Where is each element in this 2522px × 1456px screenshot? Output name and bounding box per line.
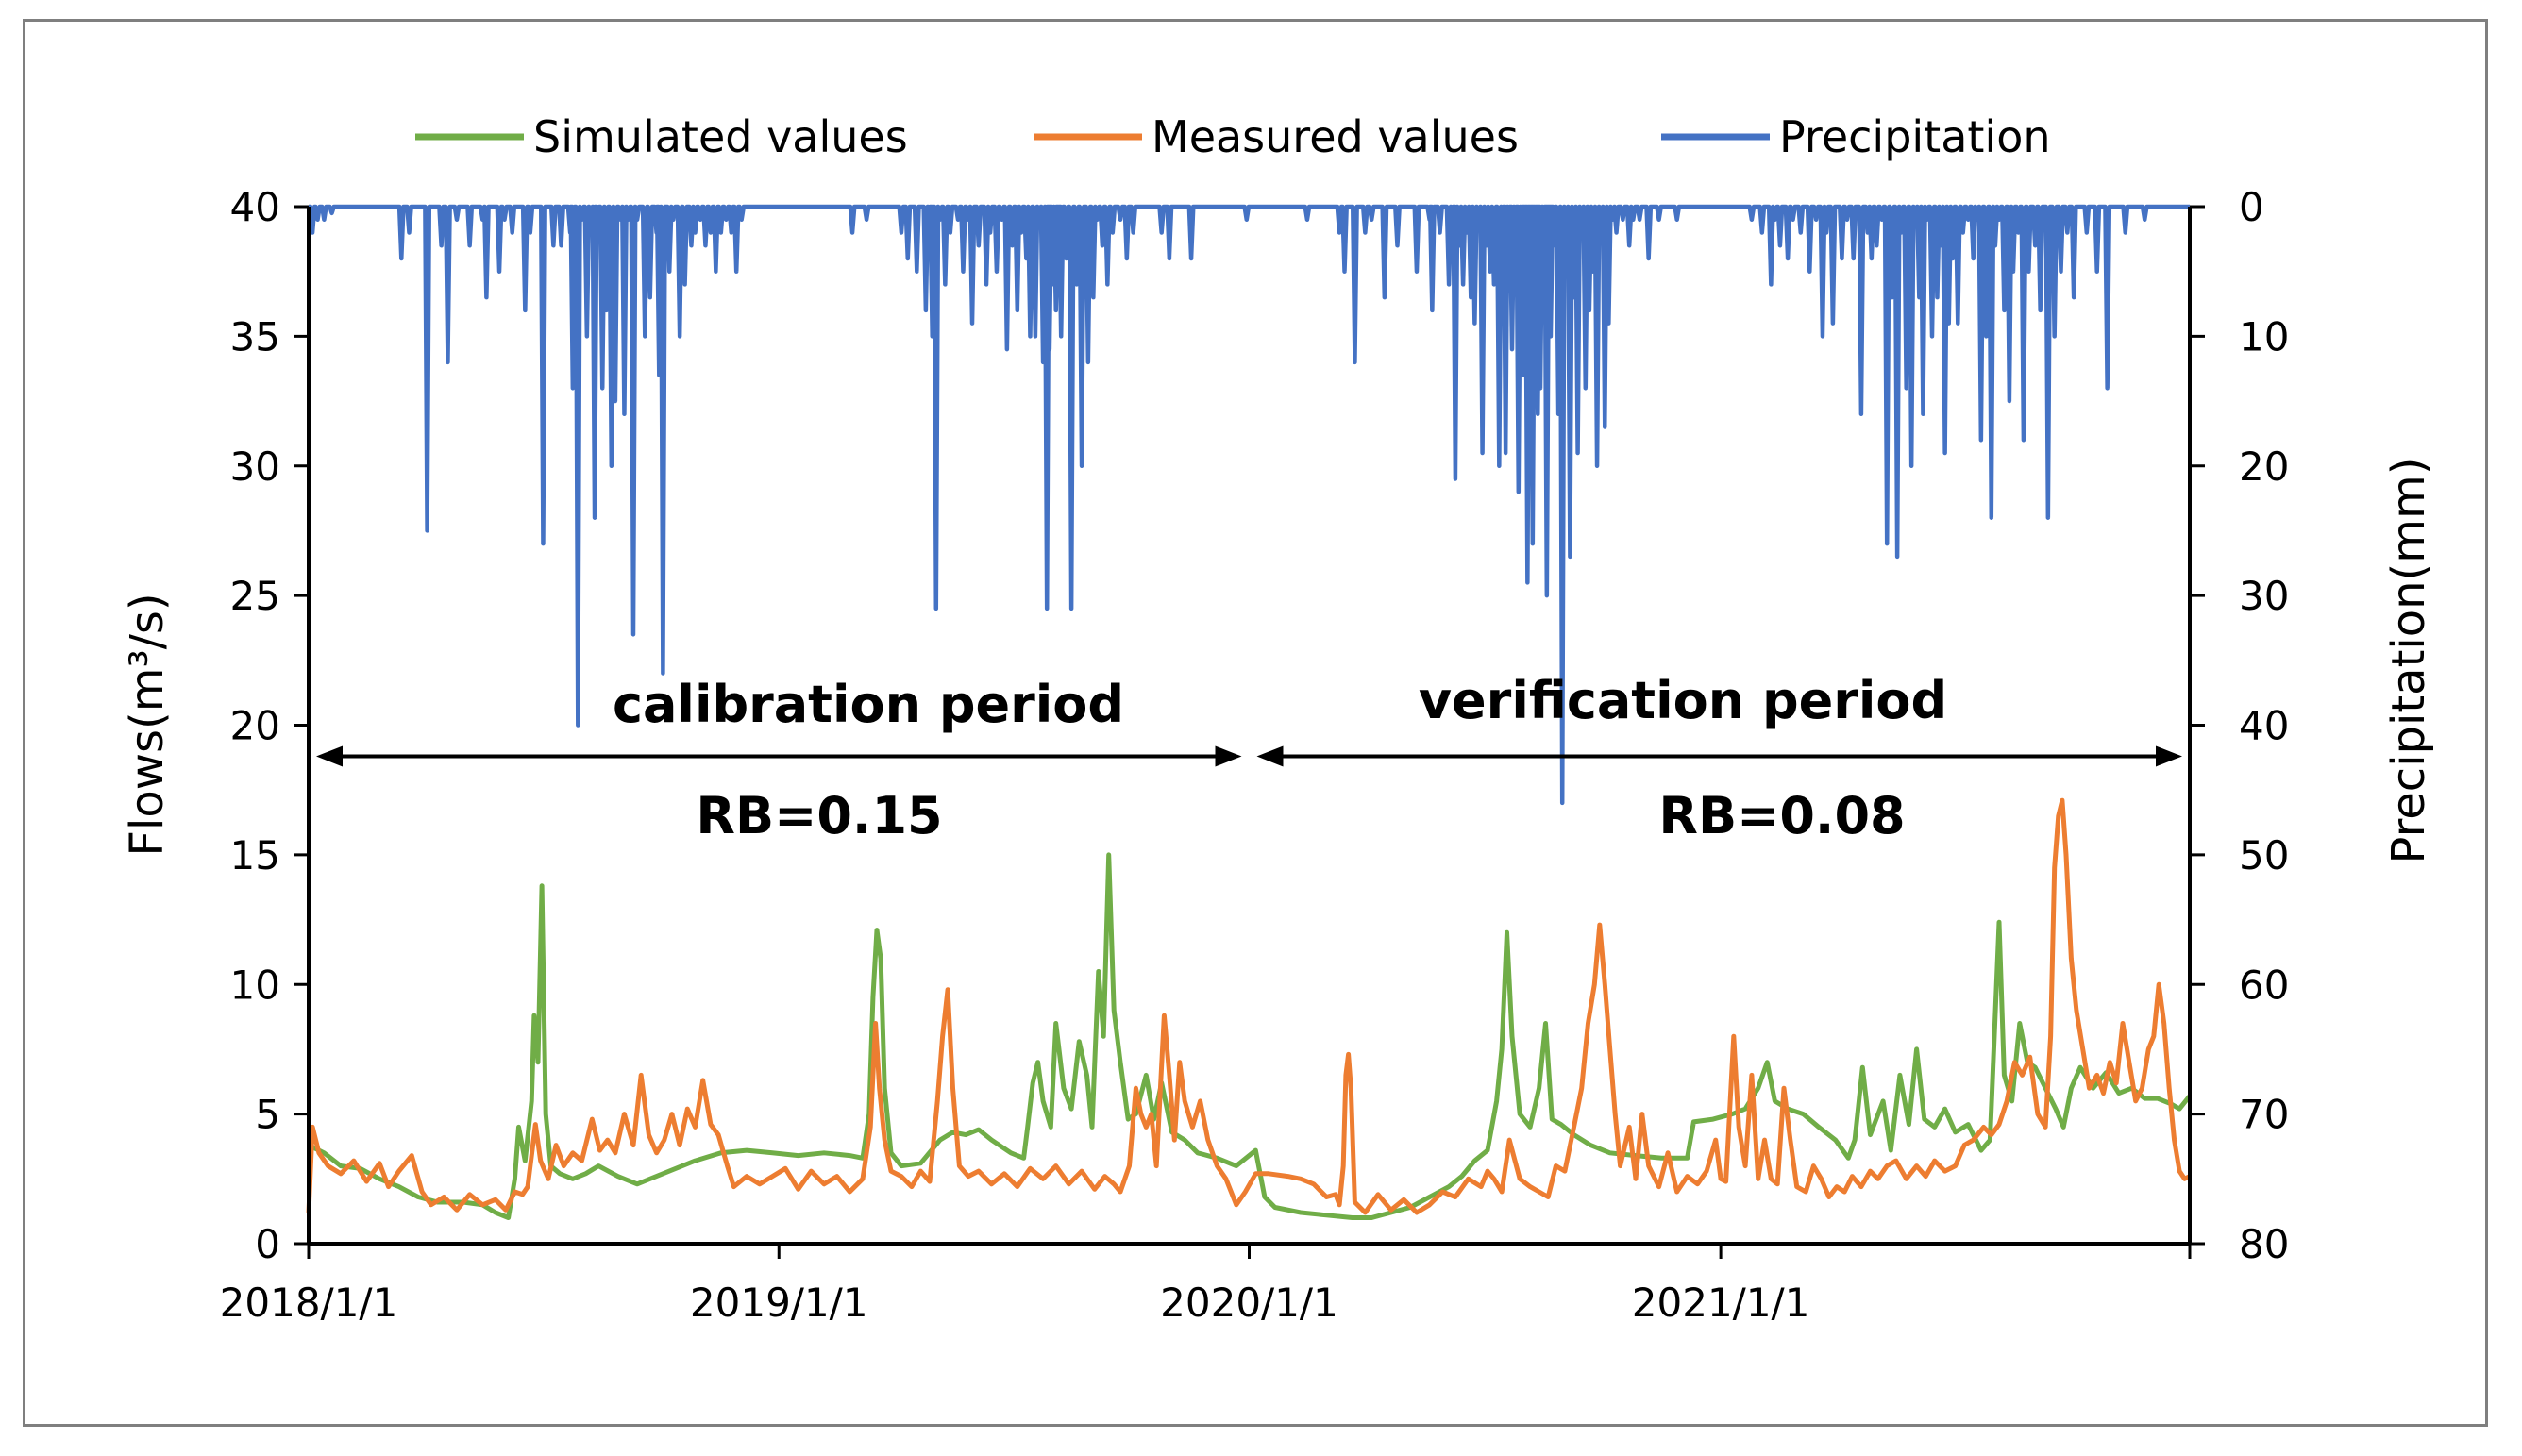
y2-tick-label: 0 (2239, 184, 2264, 230)
y-tick-label: 20 (230, 703, 280, 749)
y2-tick-label: 60 (2239, 962, 2289, 1008)
verification-arrowhead-right (2156, 745, 2182, 767)
y-tick-label: 10 (230, 962, 280, 1008)
y2-tick-label: 70 (2239, 1092, 2289, 1138)
y2-tick-label: 40 (2239, 703, 2289, 749)
y-tick-label: 0 (255, 1221, 280, 1267)
legend: Simulated values Measured values Precipi… (415, 111, 2051, 162)
precipitation-series (308, 204, 2190, 806)
y-ticks-left: 0 5 10 15 20 25 30 35 40 (230, 184, 309, 1267)
calibration-arrowhead-left (316, 745, 343, 767)
series-layer (306, 204, 2192, 1220)
simulated-series (307, 852, 2192, 1220)
legend-item-simulated: Simulated values (415, 111, 908, 162)
legend-label-simulated: Simulated values (533, 111, 908, 162)
verification-period-label: verification period (1419, 671, 1947, 730)
annotations: calibration period verification period R… (316, 671, 2182, 845)
y-tick-label: 35 (230, 313, 280, 360)
verification-arrowhead-left (1256, 745, 1284, 767)
chart-frame (23, 19, 2488, 1427)
y-ticks-right: 0 10 20 30 40 50 60 70 80 (2190, 184, 2289, 1267)
x-tick-label: 2021/1/1 (1632, 1280, 1810, 1326)
y2-tick-label: 20 (2239, 443, 2289, 490)
calibration-rb-label: RB=0.15 (696, 786, 942, 845)
verification-rb-label: RB=0.08 (1658, 786, 1905, 845)
y-tick-label: 5 (255, 1092, 280, 1138)
x-ticks: 2018/1/1 2019/1/1 2020/1/1 2021/1/1 (220, 1244, 2192, 1326)
x-tick-label: 2020/1/1 (1160, 1280, 1338, 1326)
y2-tick-label: 80 (2239, 1221, 2289, 1267)
y2-tick-label: 50 (2239, 832, 2289, 879)
precipitation-line (308, 204, 2190, 806)
x-tick-label: 2018/1/1 (220, 1280, 398, 1326)
y-tick-label: 15 (230, 832, 280, 879)
y-tick-label: 30 (230, 443, 280, 490)
calibration-arrowhead-right (1215, 745, 1242, 767)
legend-item-measured: Measured values (1034, 111, 1519, 162)
simulated-line (307, 852, 2192, 1220)
legend-label-measured: Measured values (1152, 111, 1519, 162)
y-tick-label: 40 (230, 184, 280, 230)
legend-item-precipitation: Precipitation (1661, 111, 2051, 162)
y2-tick-label: 10 (2239, 313, 2289, 360)
y-axis-title-left: Flows(m³/s) (121, 593, 174, 856)
measured-line (306, 797, 2192, 1215)
y-axis-title-right: Precipitation(mm) (2382, 458, 2435, 864)
y2-tick-label: 30 (2239, 573, 2289, 619)
measured-series (306, 797, 2192, 1215)
x-tick-label: 2019/1/1 (690, 1280, 868, 1326)
calibration-period-label: calibration period (613, 675, 1124, 734)
y-tick-label: 25 (230, 573, 280, 619)
legend-label-precipitation: Precipitation (1779, 111, 2051, 162)
